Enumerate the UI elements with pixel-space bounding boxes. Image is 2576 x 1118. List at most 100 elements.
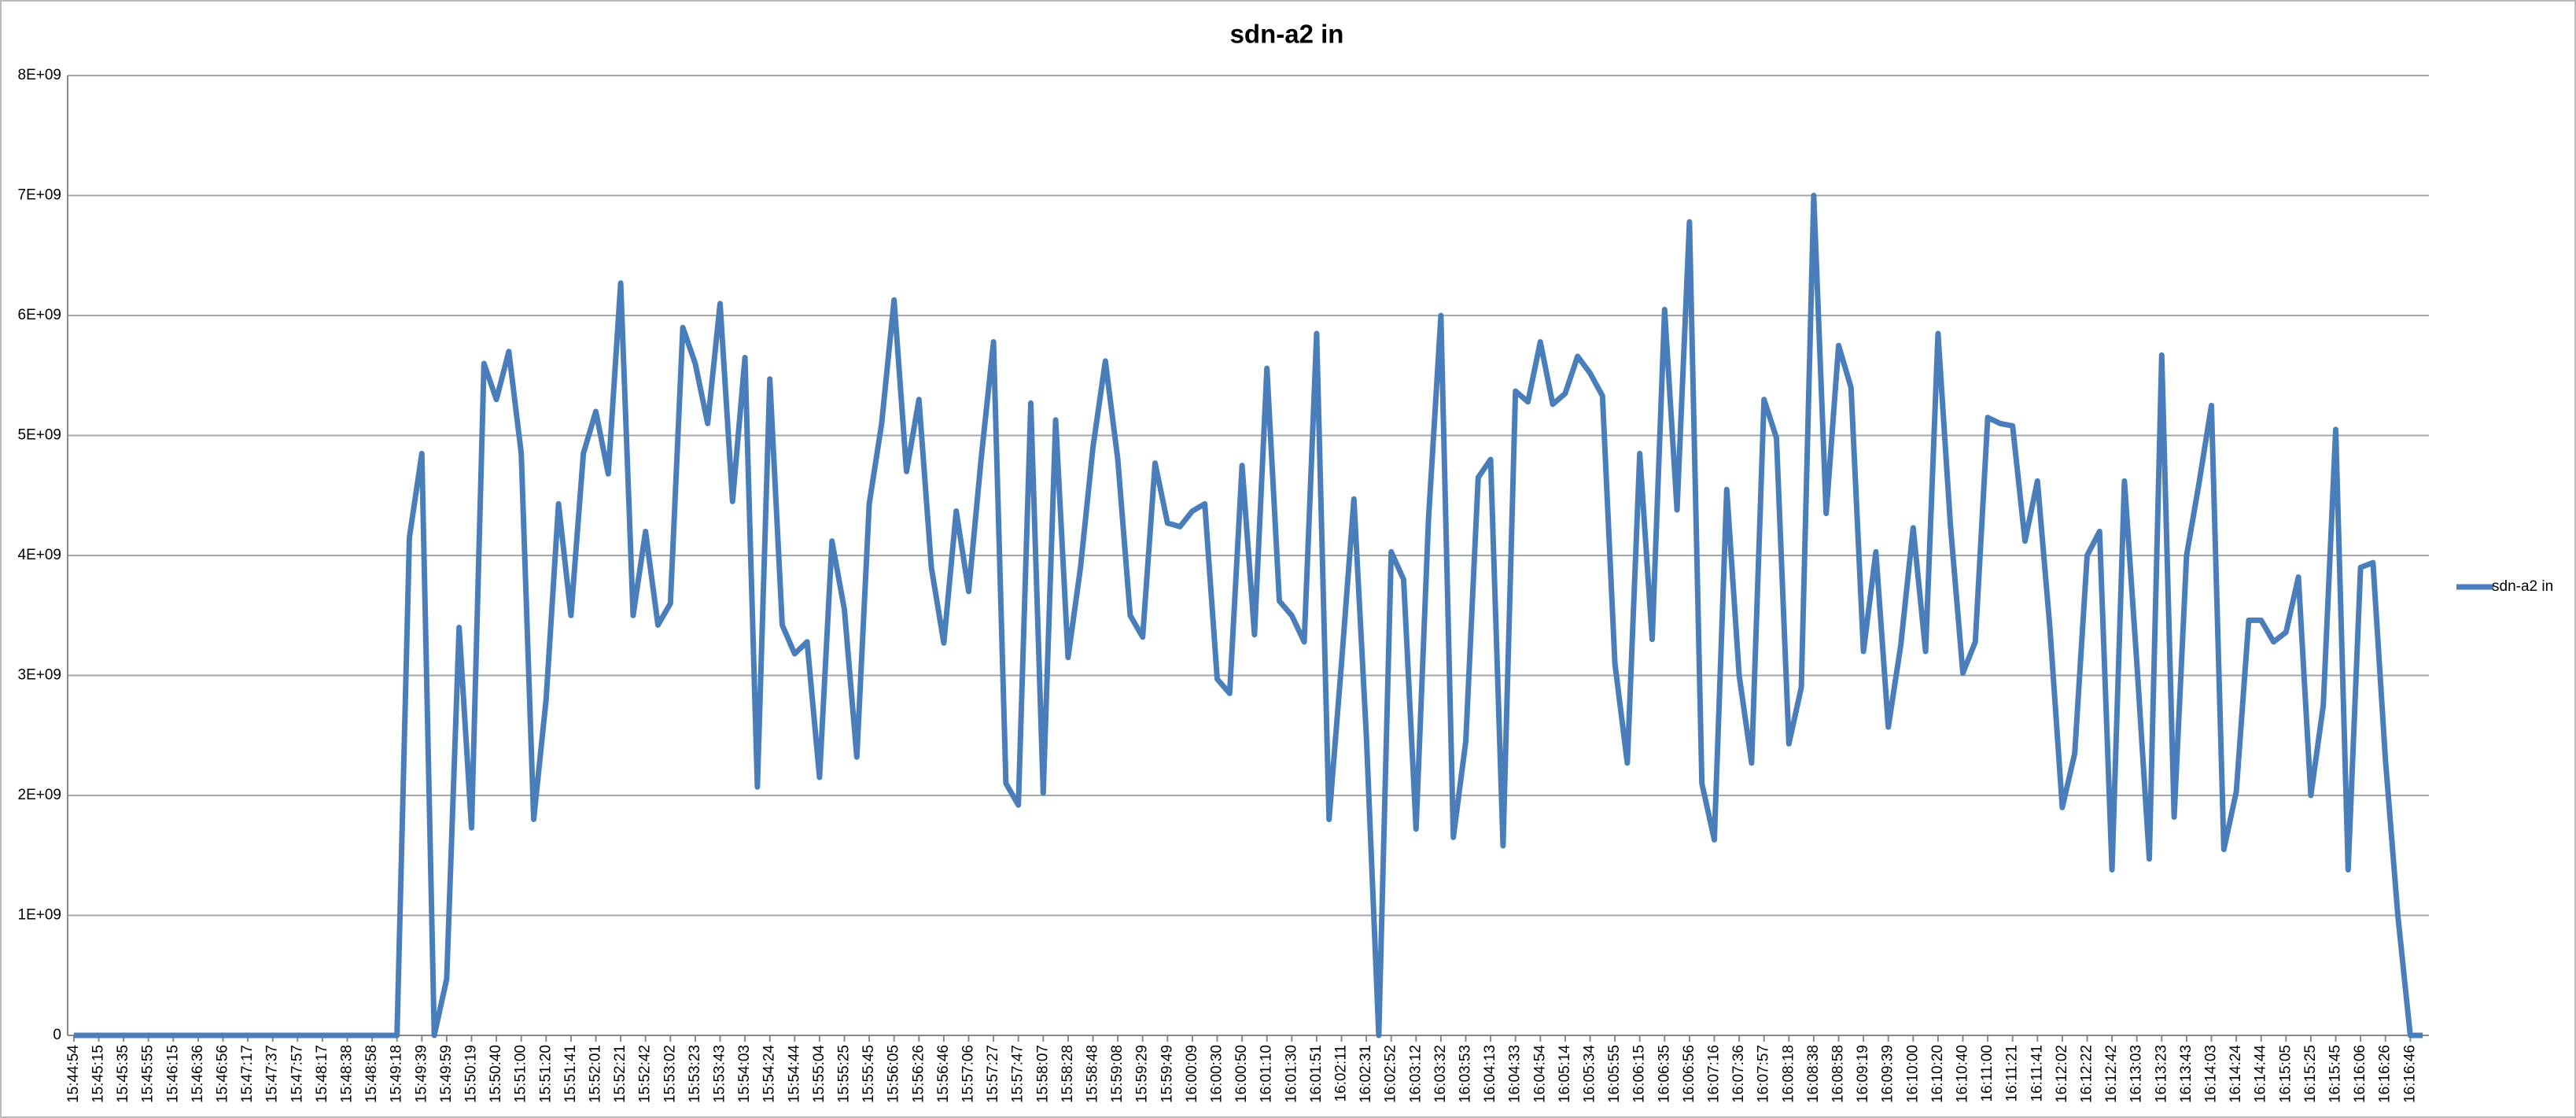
- x-tick-label: 16:04:33: [1507, 1045, 1524, 1103]
- x-tick-label: 15:49:39: [413, 1045, 429, 1103]
- x-tick-label: 16:16:06: [2352, 1045, 2368, 1103]
- x-tick-label: 15:54:03: [736, 1045, 753, 1103]
- x-tick-label: 15:45:35: [115, 1045, 131, 1103]
- y-tick-label: 8E+09: [18, 67, 61, 83]
- y-tick-label: 7E+09: [18, 187, 61, 204]
- x-tick-label: 15:46:36: [190, 1045, 206, 1103]
- x-tick-label: 16:10:20: [1929, 1045, 1946, 1103]
- x-tick-label: 16:00:50: [1233, 1045, 1250, 1103]
- y-tick-label: 2E+09: [18, 787, 61, 803]
- x-tick-label: 16:15:45: [2327, 1045, 2344, 1103]
- x-tick-label: 16:00:09: [1184, 1045, 1200, 1103]
- x-tick-label: 16:13:23: [2153, 1045, 2169, 1103]
- x-tick-label: 16:04:54: [1531, 1045, 1548, 1103]
- x-tick-label: 16:07:57: [1756, 1045, 1772, 1103]
- x-tick-label: 16:14:03: [2203, 1045, 2220, 1103]
- x-tick-label: 16:10:40: [1955, 1045, 1971, 1103]
- x-tick-label: 15:56:46: [935, 1045, 952, 1103]
- x-tick-label: 15:55:04: [811, 1045, 827, 1103]
- x-tick-label: 15:48:38: [339, 1045, 356, 1103]
- x-tick-label: 15:55:45: [861, 1045, 877, 1103]
- x-tick-label: 16:02:11: [1333, 1045, 1350, 1102]
- x-tick-label: 16:05:34: [1582, 1045, 1598, 1103]
- x-tick-label: 16:06:15: [1631, 1045, 1648, 1103]
- x-tick-label: 15:51:20: [537, 1045, 554, 1103]
- x-tick-label: 16:16:26: [2377, 1045, 2394, 1103]
- x-tick-label: 16:03:53: [1458, 1045, 1474, 1103]
- x-tick-label: 16:08:18: [1780, 1045, 1797, 1103]
- y-tick-label: 0: [53, 1027, 61, 1043]
- x-tick-label: 15:57:27: [985, 1045, 1001, 1103]
- x-tick-label: 15:59:29: [1134, 1045, 1151, 1103]
- x-tick-label: 15:58:28: [1060, 1045, 1076, 1103]
- x-tick-label: 15:52:01: [588, 1045, 604, 1103]
- x-tick-label: 15:50:19: [463, 1045, 480, 1103]
- x-tick-label: 16:10:00: [1904, 1045, 1921, 1103]
- x-tick-label: 16:07:16: [1706, 1045, 1723, 1103]
- x-tick-label: 16:11:21: [2004, 1045, 2021, 1102]
- x-tick-label: 16:11:41: [2029, 1045, 2045, 1102]
- x-tick-label: 16:05:14: [1557, 1045, 1573, 1103]
- x-tick-label: 16:03:12: [1407, 1045, 1424, 1103]
- x-tick-label: 16:09:39: [1880, 1045, 1896, 1103]
- x-tick-label: 15:49:18: [389, 1045, 405, 1103]
- x-tick-label: 16:12:22: [2079, 1045, 2095, 1103]
- series-line: [73, 193, 2423, 1039]
- x-tick-label: 15:58:07: [1034, 1045, 1051, 1103]
- x-tick-label: 16:06:56: [1681, 1045, 1697, 1103]
- x-tick-label: 16:12:02: [2054, 1045, 2070, 1103]
- x-tick-label: 15:45:55: [140, 1045, 157, 1103]
- x-tick-label: 16:12:42: [2103, 1045, 2120, 1103]
- x-tick-label: 15:46:56: [215, 1045, 231, 1103]
- x-tick-label: 16:15:05: [2277, 1045, 2294, 1103]
- x-tick-label: 16:13:03: [2128, 1045, 2145, 1103]
- x-tick-label: 15:51:00: [513, 1045, 529, 1103]
- x-tick-label: 16:02:31: [1358, 1045, 1374, 1103]
- x-tick-label: 16:11:00: [1979, 1045, 1996, 1102]
- x-tick-label: 15:46:15: [164, 1045, 181, 1103]
- x-tick-label: 16:05:55: [1606, 1045, 1623, 1103]
- x-tick-label: 15:45:15: [90, 1045, 107, 1103]
- x-tick-label: 16:00:30: [1209, 1045, 1225, 1103]
- x-tick-label: 16:15:25: [2302, 1045, 2319, 1103]
- x-tick-label: 15:53:02: [662, 1045, 678, 1103]
- x-tick-label: 16:06:35: [1656, 1045, 1672, 1103]
- x-tick-label: 15:47:57: [289, 1045, 305, 1103]
- x-tick-label: 15:52:42: [637, 1045, 654, 1103]
- x-tick-label: 16:08:58: [1830, 1045, 1847, 1103]
- x-tick-label: 15:53:23: [687, 1045, 703, 1103]
- x-tick-label: 16:01:10: [1259, 1045, 1275, 1103]
- y-tick-label: 1E+09: [18, 907, 61, 924]
- y-tick-label: 3E+09: [18, 667, 61, 684]
- x-tick-label: 15:44:54: [65, 1045, 82, 1103]
- y-tick-label: 4E+09: [18, 547, 61, 563]
- x-tick-label: 15:47:37: [264, 1045, 281, 1103]
- x-tick-label: 15:56:26: [910, 1045, 927, 1103]
- x-tick-label: 15:47:17: [239, 1045, 256, 1103]
- x-tick-label: 16:09:19: [1855, 1045, 1871, 1103]
- x-tick-label: 16:08:38: [1805, 1045, 1822, 1103]
- x-tick-label: 15:49:59: [438, 1045, 455, 1103]
- chart-title: sdn-a2 in: [1230, 20, 1344, 49]
- y-tick-label: 5E+09: [18, 427, 61, 444]
- x-tick-label: 16:03:32: [1432, 1045, 1449, 1103]
- x-tick-label: 15:50:40: [488, 1045, 504, 1103]
- x-tick-label: 16:02:52: [1383, 1045, 1399, 1103]
- x-tick-label: 15:48:17: [314, 1045, 330, 1103]
- x-tick-label: 16:01:30: [1283, 1045, 1299, 1103]
- x-tick-label: 15:55:25: [836, 1045, 853, 1103]
- x-tick-label: 15:57:47: [1010, 1045, 1026, 1103]
- x-tick-label: 16:14:24: [2228, 1045, 2244, 1103]
- x-tick-label: 15:51:41: [562, 1045, 579, 1103]
- x-tick-label: 16:16:46: [2401, 1045, 2418, 1103]
- x-tick-label: 15:53:43: [712, 1045, 728, 1103]
- x-tick-label: 15:57:06: [960, 1045, 977, 1103]
- x-tick-label: 15:48:58: [363, 1045, 380, 1103]
- x-tick-label: 15:59:08: [1109, 1045, 1126, 1103]
- x-tick-label: 15:54:44: [786, 1045, 802, 1103]
- x-tick-label: 15:59:49: [1159, 1045, 1175, 1103]
- x-tick-label: 16:13:43: [2178, 1045, 2195, 1103]
- x-tick-label: 15:56:05: [886, 1045, 902, 1103]
- x-tick-label: 16:07:36: [1730, 1045, 1747, 1103]
